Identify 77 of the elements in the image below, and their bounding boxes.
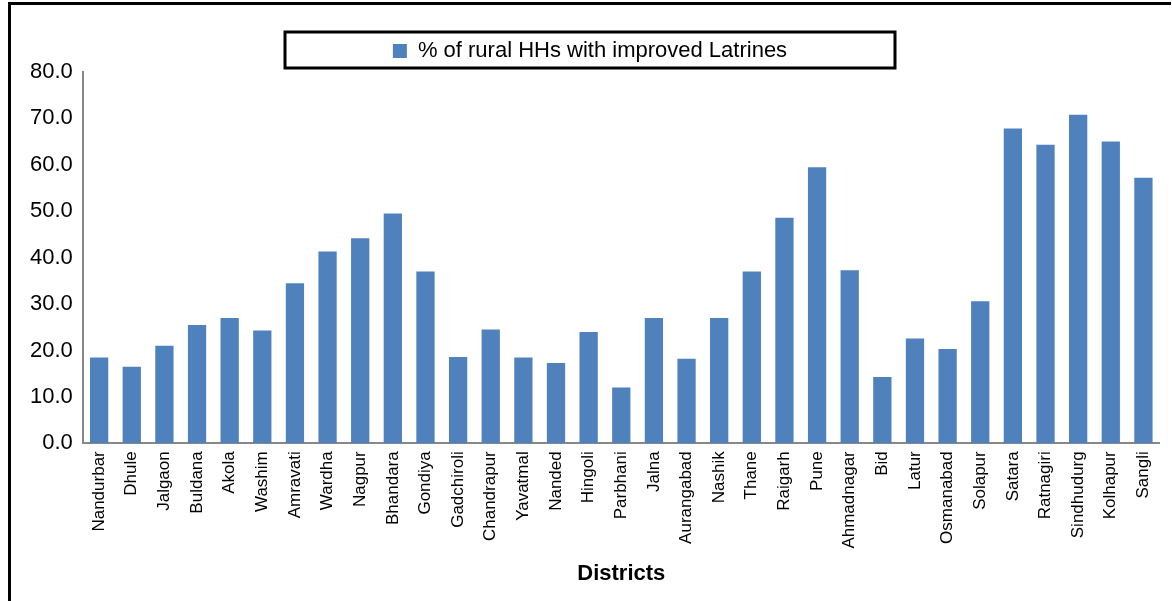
- bar: [710, 317, 729, 444]
- x-tick-label: Nandurbar: [88, 450, 108, 532]
- x-tick-label: Buldana: [186, 450, 206, 514]
- bar: [742, 271, 761, 444]
- bar: [905, 338, 925, 444]
- x-tick-label: Washim: [251, 451, 271, 513]
- bar: [90, 357, 109, 444]
- y-tick-label: 20.0: [29, 336, 73, 362]
- x-tick-label: Chandrapur: [480, 450, 500, 542]
- x-tick-label: Jalgaon: [154, 451, 174, 511]
- x-tick-label: Ahmadnagar: [839, 450, 859, 549]
- x-tick-label: Thane: [741, 451, 761, 500]
- bar: [514, 357, 533, 444]
- x-tick-label: Bid: [872, 451, 892, 476]
- bar: [285, 283, 305, 444]
- bar: [546, 362, 566, 444]
- x-tick-label: Kolhapur: [1100, 450, 1120, 520]
- bar: [644, 317, 664, 444]
- x-tick-label: Sangli: [1133, 451, 1153, 499]
- y-tick-label: 0.0: [42, 429, 73, 455]
- x-tick-label: Osmanabad: [937, 451, 957, 544]
- legend-label: % of rural HHs with improved Latrines: [417, 37, 788, 63]
- bar: [1036, 144, 1055, 444]
- x-tick-label: Raigarh: [774, 451, 794, 511]
- y-tick-label: 70.0: [29, 104, 73, 130]
- x-tick-label: Bhandara: [382, 450, 402, 525]
- bar: [220, 317, 239, 444]
- x-tick-label: Wardha: [317, 450, 337, 511]
- x-tick-label: Solapur: [969, 450, 989, 510]
- x-tick-label: Aurangabad: [676, 451, 696, 544]
- x-tick-label: Gondiya: [415, 450, 435, 515]
- bar: [481, 329, 500, 444]
- bar: [677, 358, 696, 444]
- x-tick-label: Latur: [904, 450, 924, 491]
- bar: [1003, 128, 1023, 444]
- bar: [187, 324, 207, 444]
- bar: [253, 330, 272, 444]
- bar: [938, 349, 957, 444]
- bar: [840, 270, 859, 444]
- x-tick-label: Nanded: [545, 451, 565, 511]
- x-axis-title: Districts: [577, 559, 666, 585]
- bar: [1134, 177, 1153, 444]
- y-tick-label: 10.0: [29, 382, 73, 408]
- x-tick-label: Pune: [806, 451, 826, 491]
- bar: [351, 238, 370, 444]
- x-tick-label: Dhule: [121, 451, 141, 496]
- x-tick-label: Gadchiroli: [447, 451, 467, 528]
- bar: [122, 366, 141, 444]
- y-tick-label: 40.0: [29, 243, 73, 269]
- bar: [1069, 114, 1088, 444]
- bar: [971, 301, 990, 444]
- x-tick-label: Hingoli: [578, 451, 598, 504]
- y-tick-label: 50.0: [29, 197, 73, 223]
- bar: [155, 345, 174, 444]
- x-tick-label: Ratnagiri: [1035, 451, 1055, 520]
- x-tick-label: Nashik: [708, 450, 728, 504]
- x-tick-label: Satara: [1002, 450, 1022, 502]
- y-tick-label: 80.0: [29, 58, 73, 84]
- bar: [579, 331, 598, 444]
- x-tick-label: Akola: [219, 450, 239, 494]
- y-tick-label: 30.0: [29, 290, 73, 316]
- x-tick-label: Amravati: [284, 451, 304, 519]
- bar: [416, 271, 435, 444]
- bar: [318, 251, 337, 444]
- bar: [775, 217, 794, 444]
- x-tick-label: Jalna: [643, 450, 663, 492]
- bar: [612, 387, 631, 444]
- bar: [873, 376, 892, 444]
- x-tick-label: Sindhudurg: [1067, 451, 1087, 539]
- x-tick-label: Nagpur: [349, 450, 369, 508]
- x-tick-label: Parbhani: [610, 451, 630, 520]
- bar: [807, 167, 827, 444]
- bar: [448, 356, 468, 444]
- bar: [1101, 141, 1120, 444]
- x-tick-label: Yavatmal: [513, 451, 533, 521]
- bar: [383, 213, 402, 444]
- y-tick-label: 60.0: [29, 150, 73, 176]
